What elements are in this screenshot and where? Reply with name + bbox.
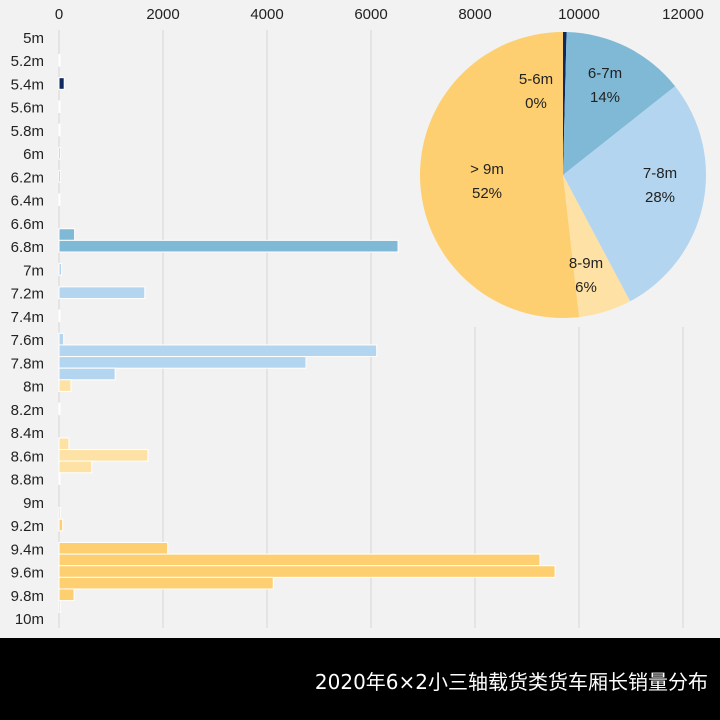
chart-title: 2020年6×2小三轴载货类货车厢长销量分布 xyxy=(314,670,708,694)
y-tick-label: 9m xyxy=(23,495,44,512)
y-tick-label: 5.2m xyxy=(11,53,44,70)
y-tick-label: 5m xyxy=(23,30,44,47)
bar-7.7m xyxy=(58,344,378,358)
y-tick-label: 7.4m xyxy=(11,309,44,326)
y-tick-label: 8.4m xyxy=(11,425,44,442)
bar-5.2m xyxy=(58,53,61,67)
bar-5.8m xyxy=(58,123,61,137)
bar-6m xyxy=(58,146,62,160)
pie-label: 6-7m xyxy=(588,65,622,82)
x-tick-label: 2000 xyxy=(146,6,179,23)
x-tick-label: 6000 xyxy=(354,6,387,23)
bar-9.2m xyxy=(58,518,64,532)
y-tick-label: 6.6m xyxy=(11,216,44,233)
y-tick-label: 5.8m xyxy=(11,123,44,140)
y-tick-label: 5.4m xyxy=(11,76,44,93)
footer-bar: 2020年6×2小三轴载货类货车厢长销量分布 xyxy=(0,638,720,720)
bar-9.8m xyxy=(58,588,75,602)
y-tick-label: 6.8m xyxy=(11,239,44,256)
pie-slice-7-8m xyxy=(563,86,706,302)
x-tick-label: 12000 xyxy=(662,6,704,23)
pie-slice-6-7m xyxy=(563,32,676,176)
bar-5.4m xyxy=(58,77,65,90)
y-tick-label: 8m xyxy=(23,379,44,396)
bar-7.4m xyxy=(58,309,61,323)
pie-percent: 52% xyxy=(472,185,502,202)
y-tick-label: 7.6m xyxy=(11,332,44,349)
bar-8.2m xyxy=(58,402,61,416)
x-tick-label: 8000 xyxy=(458,6,491,23)
pie-slice-8-9m xyxy=(563,175,631,318)
x-tick-label: 10000 xyxy=(558,6,600,23)
bar-9.4m xyxy=(58,541,169,555)
bar-7.8m xyxy=(58,356,307,369)
y-tick-label: 6m xyxy=(23,146,44,163)
bar-8.7m xyxy=(58,460,93,474)
pie-slice-5-6m xyxy=(563,32,567,175)
bar-8.5m xyxy=(58,437,70,451)
pie-label: 5-6m xyxy=(519,71,553,88)
pie-percent: 6% xyxy=(575,279,597,296)
y-tick-label: 9.8m xyxy=(11,588,44,605)
pie-percent: 0% xyxy=(525,95,547,112)
bar-9.7m xyxy=(58,576,274,590)
pie-slice--9m xyxy=(420,32,580,318)
bar-9.6m xyxy=(58,565,556,578)
bar-7m xyxy=(58,263,63,276)
y-tick-label: 7.8m xyxy=(11,355,44,372)
bar-9.5m xyxy=(58,553,541,567)
pie-label: > 9m xyxy=(470,161,504,178)
bar-9.1m xyxy=(58,507,62,520)
y-tick-label: 8.8m xyxy=(11,472,44,489)
bar-8.6m xyxy=(58,449,149,462)
bar-7.9m xyxy=(58,367,116,381)
bar-9.9m xyxy=(58,600,62,613)
y-tick-label: 8.6m xyxy=(11,448,44,465)
bar-7.6m xyxy=(58,332,65,346)
y-tick-label: 6.4m xyxy=(11,193,44,210)
pie-percent: 14% xyxy=(590,89,620,106)
y-tick-label: 9.6m xyxy=(11,565,44,582)
chart: 0 2000 4000 6000 8000 10000 12000 5m 5.2m 5.4m 5.6… xyxy=(11,6,706,628)
bar-6.7m xyxy=(58,228,76,241)
x-tick-label: 4000 xyxy=(250,6,283,23)
bar-7.2m xyxy=(58,286,146,299)
bar-8.8m xyxy=(58,472,61,485)
y-tick-label: 7.2m xyxy=(11,286,44,303)
y-tick-label: 9.4m xyxy=(11,541,44,558)
y-tick-label: 5.6m xyxy=(11,100,44,117)
y-tick-label: 10m xyxy=(15,611,44,628)
bar-5.6m xyxy=(58,100,61,114)
y-tick-label: 8.2m xyxy=(11,402,44,419)
x-tick-label: 0 xyxy=(55,6,63,23)
y-tick-label: 7m xyxy=(23,262,44,279)
pie-percent: 28% xyxy=(645,189,675,206)
y-tick-label: 6.2m xyxy=(11,169,44,186)
bar-6.8m xyxy=(58,239,399,253)
bar-8m xyxy=(58,379,72,392)
y-tick-label: 9.2m xyxy=(11,518,44,535)
bar-6.2m xyxy=(58,170,62,183)
pie-label: 8-9m xyxy=(569,255,603,272)
pie-label: 7-8m xyxy=(643,165,677,182)
bar-6.4m xyxy=(58,193,61,207)
